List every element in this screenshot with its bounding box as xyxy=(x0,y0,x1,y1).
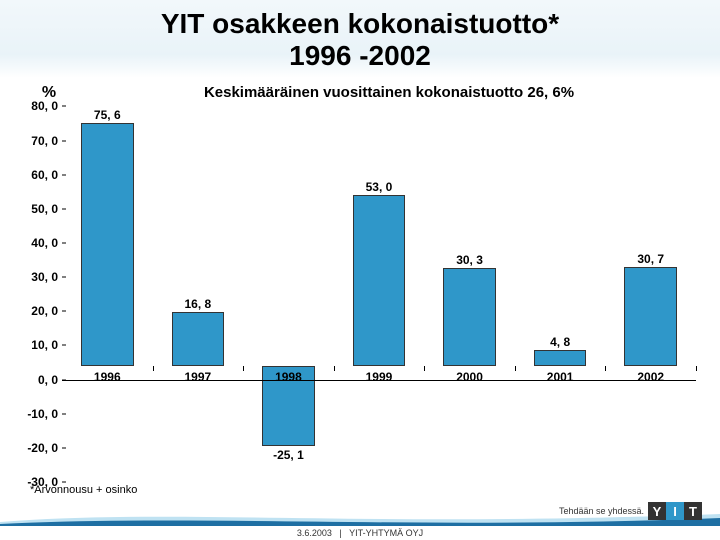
motto: Tehdään se yhdessä. xyxy=(559,506,644,516)
logo-letter-i: I xyxy=(666,502,684,520)
bar xyxy=(534,350,587,365)
y-tick-label: 30, 0 xyxy=(18,270,58,284)
bar-value-label: 30, 7 xyxy=(605,252,696,266)
y-tick-label: 60, 0 xyxy=(18,168,58,182)
y-tick-label: 0, 0 xyxy=(18,373,58,387)
y-tick-label: 70, 0 xyxy=(18,134,58,148)
slide-title: YIT osakkeen kokonaistuotto* 1996 -2002 xyxy=(0,8,720,72)
footer: Tehdään se yhdessä. Y I T 3.6.2003 | YIT… xyxy=(0,496,720,540)
bar-value-label: 30, 3 xyxy=(424,253,515,267)
yit-logo: Y I T xyxy=(648,502,702,520)
title-line2: 1996 -2002 xyxy=(289,40,431,71)
x-category-label: 1998 xyxy=(243,370,334,384)
bar-value-label: 4, 8 xyxy=(515,335,606,349)
slide: YIT osakkeen kokonaistuotto* 1996 -2002 … xyxy=(0,0,720,540)
bar xyxy=(443,268,496,365)
bar-value-label: -25, 1 xyxy=(243,448,334,462)
bar-chart: 75, 6199616, 81997-25, 1199853, 0199930,… xyxy=(18,106,702,482)
x-axis-line xyxy=(62,380,696,381)
title-line1: YIT osakkeen kokonaistuotto* xyxy=(161,8,559,39)
y-tick-label: 80, 0 xyxy=(18,99,58,113)
y-tick-label: -30, 0 xyxy=(18,475,58,489)
y-tick-label: 20, 0 xyxy=(18,304,58,318)
header-band: YIT osakkeen kokonaistuotto* 1996 -2002 xyxy=(0,0,720,78)
bar xyxy=(81,123,134,366)
footnote: *Arvonnousu + osinko xyxy=(0,482,720,496)
footer-date: 3.6.2003 xyxy=(297,528,332,538)
bar-slot: 4, 8 2001 xyxy=(515,108,606,462)
bar-value-label: 75, 6 xyxy=(62,108,153,122)
footer-sep: | xyxy=(339,528,341,538)
bar-slot: 30, 3 2000 xyxy=(424,108,515,462)
bar xyxy=(353,195,406,365)
y-tick-label: -20, 0 xyxy=(18,441,58,455)
bar-slot: 53, 0 1999 xyxy=(334,108,425,462)
bar-slot: 16, 8 1997 xyxy=(153,108,244,462)
chart-subtitle: Keskimääräinen vuosittainen kokonaistuot… xyxy=(78,84,700,101)
bar xyxy=(172,312,225,366)
bar-slot: -25, 1 1998 xyxy=(243,108,334,462)
x-category-label: 1999 xyxy=(334,370,425,384)
x-category-label: 2002 xyxy=(605,370,696,384)
bar-slot: 75, 6 1996 xyxy=(62,108,153,462)
y-tick-label: 10, 0 xyxy=(18,338,58,352)
bar-value-label: 16, 8 xyxy=(153,297,244,311)
x-category-label: 1996 xyxy=(62,370,153,384)
bar-value-label: 53, 0 xyxy=(334,180,425,194)
x-category-label: 1997 xyxy=(153,370,244,384)
x-category-label: 2000 xyxy=(424,370,515,384)
y-tick-label: 40, 0 xyxy=(18,236,58,250)
x-category-label: 2001 xyxy=(515,370,606,384)
bar xyxy=(624,267,677,366)
subtitle-row: % Keskimääräinen vuosittainen kokonaistu… xyxy=(0,78,720,104)
y-tick-label: -10, 0 xyxy=(18,407,58,421)
footer-meta: 3.6.2003 | YIT-YHTYMÄ OYJ xyxy=(0,526,720,540)
footer-company: YIT-YHTYMÄ OYJ xyxy=(349,528,423,538)
logo-letter-t: T xyxy=(684,502,702,520)
logo-letter-y: Y xyxy=(648,502,666,520)
y-tick-label: 50, 0 xyxy=(18,202,58,216)
bar-slot: 30, 7 2002 xyxy=(605,108,696,462)
